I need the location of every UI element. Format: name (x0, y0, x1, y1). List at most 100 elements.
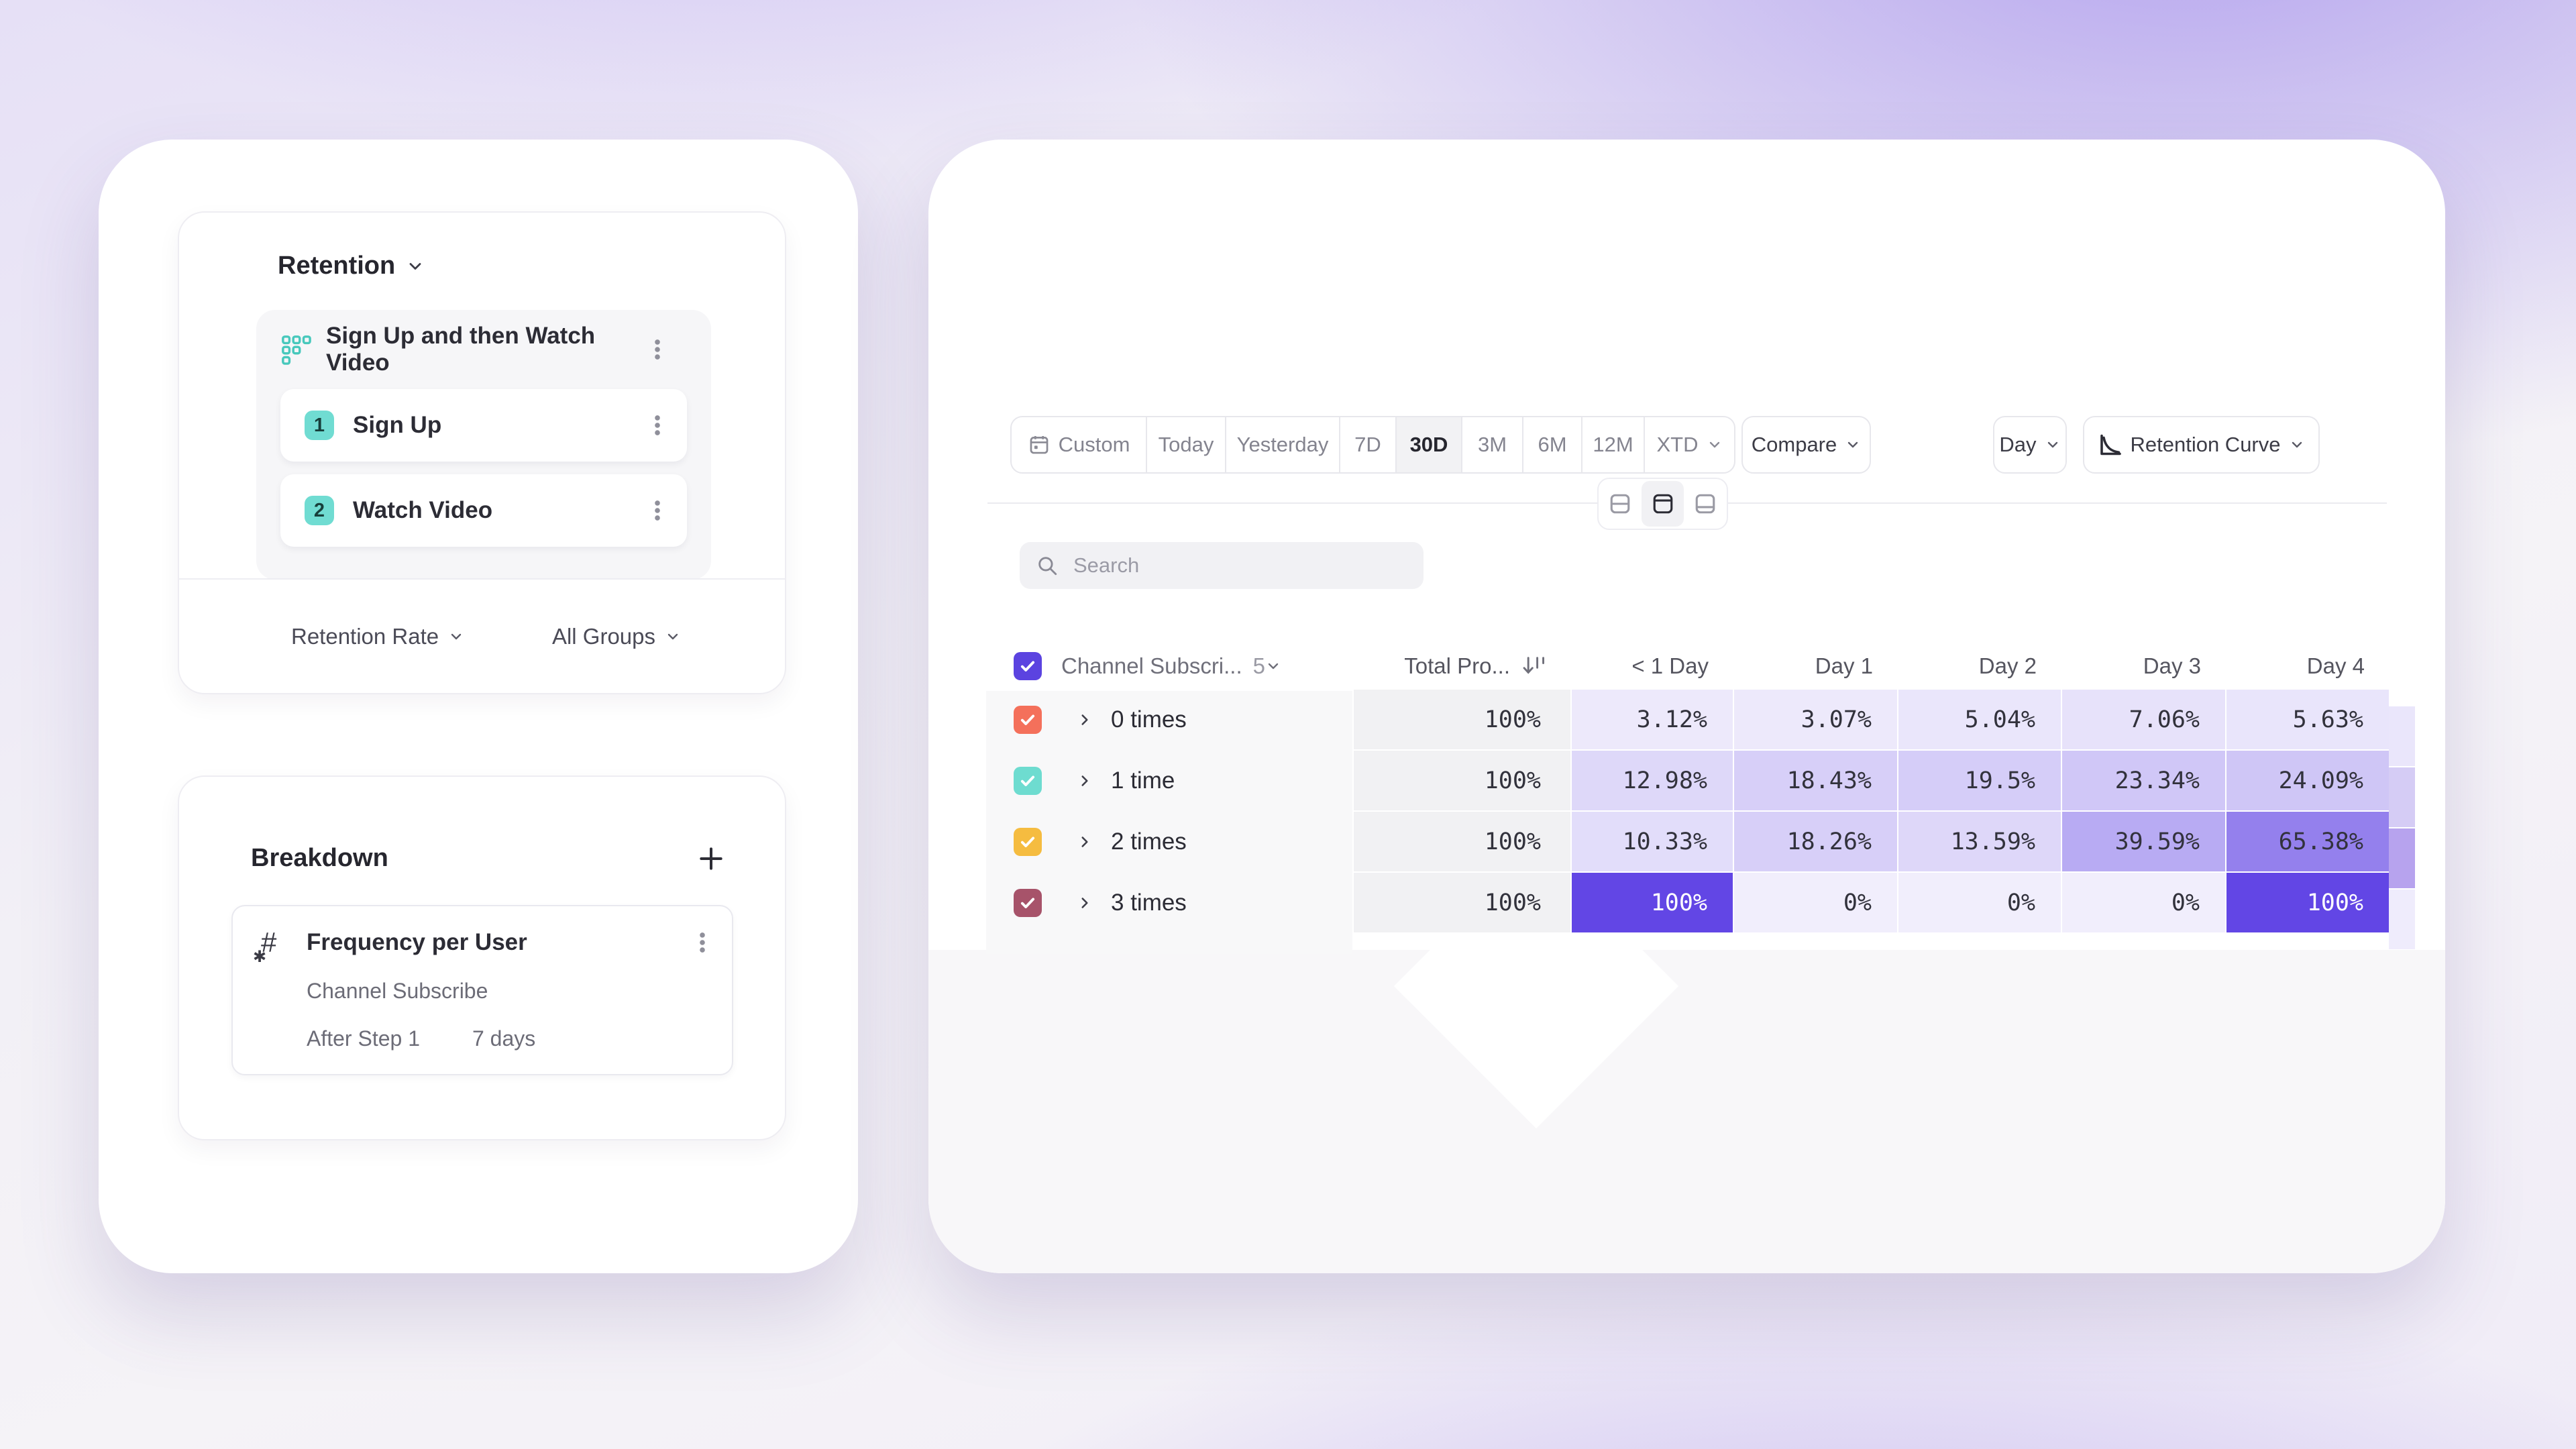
split-bottom-icon (1695, 494, 1715, 514)
heat-cell: 0% (1734, 873, 1897, 932)
overflow-cell (2389, 828, 2415, 888)
kebab-icon (655, 415, 660, 435)
heat-cell: 5.04% (1898, 690, 2061, 749)
heat-cell: 65.38% (2226, 812, 2389, 871)
date-range-xtd[interactable]: XTD (1644, 417, 1734, 472)
date-range-12m[interactable]: 12M (1581, 417, 1644, 472)
overflow-cell (2389, 706, 2415, 766)
overflow-cell (2389, 767, 2415, 827)
heat-cell: 18.26% (1734, 812, 1897, 871)
compare-label: Compare (1751, 433, 1837, 456)
check-icon (1020, 661, 1035, 672)
funnel-step-sign-up[interactable]: 1 Sign Up (280, 389, 687, 462)
metric-dropdown[interactable]: Retention Rate (291, 624, 464, 649)
kebab-icon (655, 500, 660, 521)
row-name: 2 times (1111, 828, 1187, 855)
total-cell: 100% (1354, 873, 1570, 932)
groups-label: All Groups (551, 623, 655, 649)
step-label: Watch Video (353, 497, 493, 523)
chevron-right-icon (1081, 714, 1088, 725)
date-range-label: 12M (1593, 433, 1633, 456)
date-range-label: 3M (1477, 433, 1507, 456)
grid-dots-icon (282, 335, 311, 365)
date-range-3m[interactable]: 3M (1461, 417, 1522, 472)
day-column-header[interactable]: Day 3 (2143, 653, 2201, 678)
breakdown-event: Channel Subscribe (307, 979, 488, 1003)
date-range-today[interactable]: Today (1146, 417, 1225, 472)
funnel-step-watch-video[interactable]: 2 Watch Video (280, 474, 687, 547)
kebab-icon (700, 932, 705, 953)
chevron-down-icon (451, 633, 462, 639)
calendar-icon (1030, 435, 1048, 454)
date-range-custom[interactable]: Custom (1012, 417, 1146, 472)
heat-cell: 10.33% (1572, 812, 1733, 871)
chevron-down-icon (2292, 441, 2302, 448)
group-header-label: Channel Subscri... (1061, 653, 1242, 678)
chevron-down-icon (667, 633, 678, 639)
table-row-label: 2 times (986, 812, 1352, 871)
heat-cell: 100% (2226, 873, 2389, 932)
day-column-header[interactable]: < 1 Day (1631, 653, 1709, 678)
after-step-label: After Step 1 (307, 1026, 420, 1051)
breakdown-widget: Breakdown # ✱ Frequency per User Channel … (178, 775, 786, 1140)
breakdown-menu-button[interactable] (688, 928, 717, 957)
date-range-6m[interactable]: 6M (1522, 417, 1581, 472)
groups-dropdown[interactable]: All Groups (552, 624, 681, 649)
row-checkbox[interactable] (1014, 888, 1042, 917)
select-all-checkbox[interactable] (1014, 652, 1042, 680)
table-row-label: 0 times (986, 690, 1352, 749)
table-row-label: 3 times (986, 873, 1352, 932)
day-column-header[interactable]: Day 2 (1978, 653, 2037, 678)
add-breakdown-button[interactable] (695, 843, 727, 875)
compare-button[interactable]: Compare (1741, 416, 1871, 474)
granularity-button[interactable]: Day (1993, 416, 2067, 474)
retention-title: Retention (278, 252, 396, 280)
hash-icon: # ✱ (253, 926, 277, 966)
breakdown-title: Breakdown (251, 844, 388, 872)
heat-cell: 3.12% (1572, 690, 1733, 749)
granularity-label: Day (1999, 433, 2037, 456)
plus-icon (700, 847, 722, 870)
date-range-30d[interactable]: 30D (1395, 417, 1461, 472)
date-range-yesterday[interactable]: Yesterday (1225, 417, 1339, 472)
heat-cell: 5.63% (2226, 690, 2389, 749)
total-column-header[interactable]: Total Pro... (1354, 644, 1570, 688)
layout-toggle-table-only[interactable] (1684, 481, 1727, 527)
chart-type-button[interactable]: Retention Curve (2083, 416, 2320, 474)
table-row-label: 1 time (986, 751, 1352, 810)
total-header-label: Total Pro... (1404, 653, 1510, 678)
layout-toggle-chart-only[interactable] (1599, 481, 1642, 527)
day-column-header[interactable]: Day 1 (1815, 653, 1873, 678)
retention-curve-icon (2100, 434, 2122, 455)
table-group-header[interactable]: Channel Subscri... 5 (986, 644, 1352, 688)
date-range-7d[interactable]: 7D (1339, 417, 1395, 472)
layout-toggle-group (1597, 478, 1728, 530)
day-column-header[interactable]: Day 4 (2306, 653, 2365, 678)
step-menu-button[interactable] (643, 411, 672, 440)
heat-cell: 100% (1572, 873, 1733, 932)
row-checkbox[interactable] (1014, 705, 1042, 734)
date-range-label: Yesterday (1236, 433, 1329, 456)
sort-descending-icon (1523, 657, 1544, 674)
total-cell: 100% (1354, 690, 1570, 749)
total-cell: 100% (1354, 751, 1570, 810)
group-header-count: 5 (1252, 653, 1265, 678)
breakdown-item-card[interactable]: # ✱ Frequency per User Channel Subscribe … (231, 905, 733, 1075)
breakdown-item-title: Frequency per User (307, 929, 527, 955)
heat-cell: 13.59% (1898, 812, 2061, 871)
step-menu-button[interactable] (643, 496, 672, 525)
chevron-down-icon (1848, 441, 1858, 448)
retention-widget-footer: Retention Rate All Groups (179, 578, 785, 693)
layout-toggle-split-view[interactable] (1641, 481, 1684, 527)
row-checkbox[interactable] (1014, 766, 1042, 795)
row-checkbox[interactable] (1014, 827, 1042, 856)
search-box (1020, 542, 1424, 589)
check-icon (1020, 775, 1035, 786)
retention-table: Channel Subscri... 5 Total Pro... < 1 Da… (986, 644, 2389, 932)
funnel-panel: Sign Up and then Watch Video 1 Sign Up 2… (256, 310, 711, 580)
retention-type-dropdown[interactable]: Retention (278, 252, 425, 280)
funnel-menu-button[interactable] (643, 335, 672, 364)
date-range-label: 30D (1409, 433, 1448, 456)
search-input[interactable] (1072, 553, 1397, 578)
step-number-badge: 1 (305, 411, 334, 440)
